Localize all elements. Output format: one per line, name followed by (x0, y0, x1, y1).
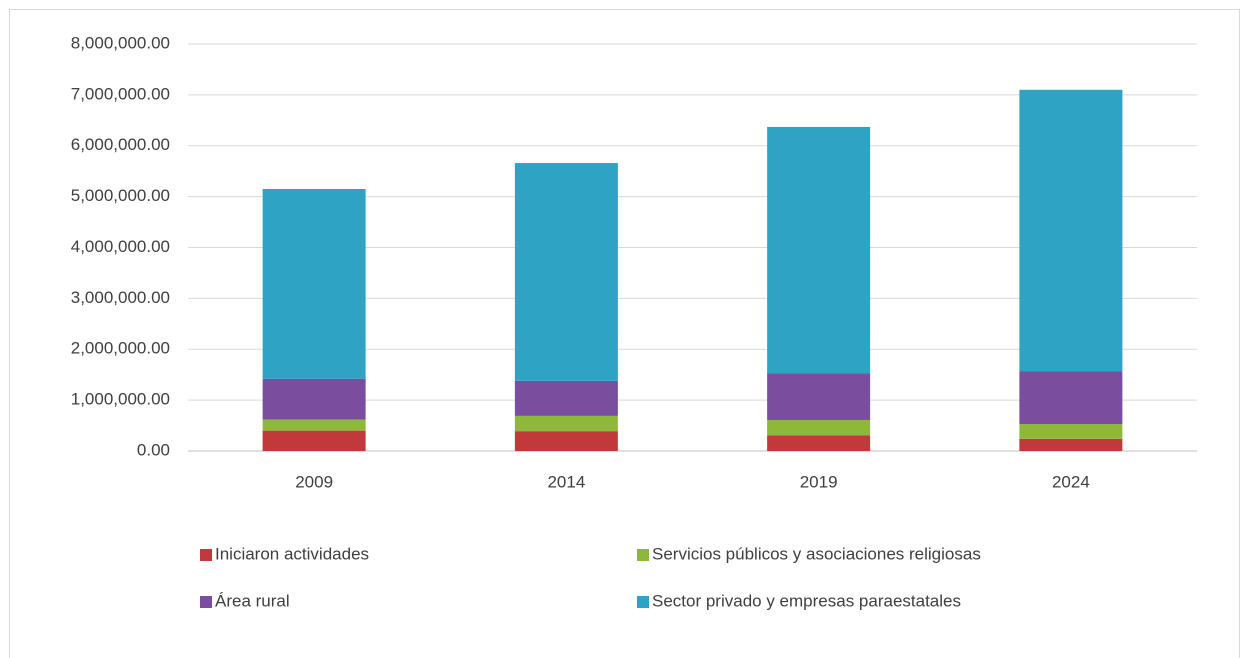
y-tick-label: 4,000,000.00 (71, 237, 170, 256)
legend-label: Sector privado y empresas paraestatales (652, 591, 961, 610)
x-tick-label: 2014 (547, 472, 585, 491)
legend-label: Servicios públicos y asociaciones religi… (652, 544, 981, 563)
bar-segment (767, 126, 871, 374)
legend-swatch (200, 596, 212, 608)
y-tick-label: 6,000,000.00 (71, 135, 170, 154)
y-tick-label: 8,000,000.00 (71, 33, 170, 52)
y-tick-label: 3,000,000.00 (71, 288, 170, 307)
legend-label: Iniciaron actividades (215, 544, 369, 563)
legend-label: Área rural (215, 591, 290, 610)
bar-segment (1019, 424, 1123, 439)
legend-swatch (200, 549, 212, 561)
x-tick-label: 2019 (800, 472, 838, 491)
x-tick-label: 2024 (1052, 472, 1090, 491)
bar-segment (767, 373, 871, 420)
y-tick-label: 5,000,000.00 (71, 186, 170, 205)
bar-segment (1019, 371, 1123, 425)
legend-swatch (637, 549, 649, 561)
y-tick-label: 1,000,000.00 (71, 390, 170, 409)
bar-segment (262, 188, 366, 379)
y-tick-label: 2,000,000.00 (71, 339, 170, 358)
bar-segment (514, 431, 618, 451)
bar-segment (262, 378, 366, 420)
x-tick-label: 2009 (295, 472, 333, 491)
bar-segment (514, 163, 618, 381)
bar-segment (262, 419, 366, 431)
y-tick-label: 7,000,000.00 (71, 84, 170, 103)
bar-segment (1019, 89, 1123, 372)
bar-segment (514, 415, 618, 432)
bar-segment (767, 435, 871, 451)
bar-segment (514, 380, 618, 416)
bar-segment (262, 430, 366, 451)
legend-swatch (637, 596, 649, 608)
bar-segment (767, 419, 871, 436)
bar-segment (1019, 438, 1123, 451)
y-tick-label: 0.00 (137, 440, 170, 459)
